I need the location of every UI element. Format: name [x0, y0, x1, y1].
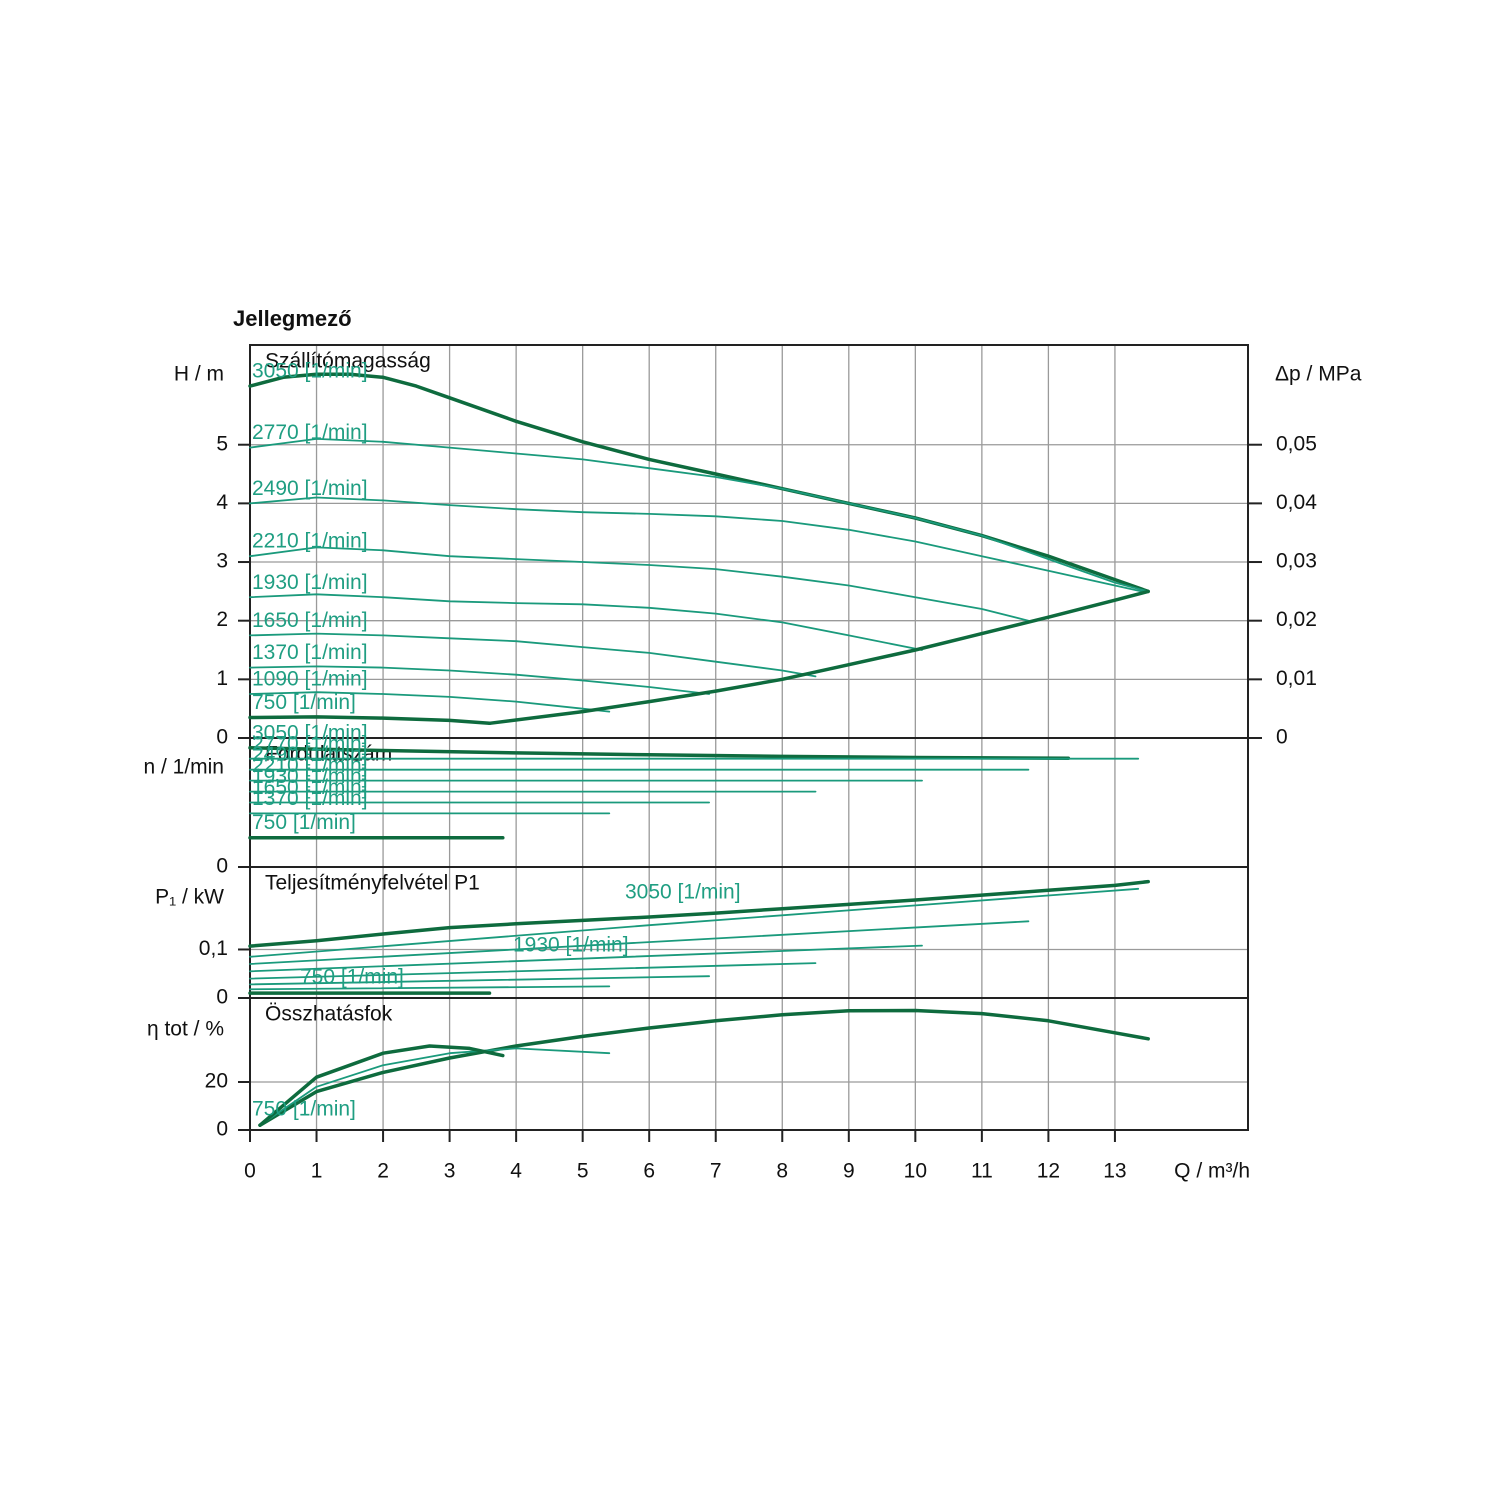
- series-line: [249, 496, 1143, 593]
- series-line: [248, 746, 1071, 761]
- series-label: 1930 [1/min]: [513, 934, 629, 957]
- series-line: [487, 589, 1150, 726]
- x-tick-label: 5: [577, 1160, 589, 1183]
- x-tick-label: 1: [311, 1160, 323, 1183]
- y-tick-label: 4: [216, 491, 228, 514]
- series-label: 750 [1/min]: [300, 966, 404, 989]
- y-tick-label: 3: [216, 550, 228, 573]
- y2-axis-label: Δp / MPa: [1275, 363, 1362, 386]
- panel-title: Szállítómagasság: [265, 350, 431, 373]
- chart-title: Jellegmező: [233, 306, 352, 331]
- series-label: 1090 [1/min]: [252, 668, 368, 691]
- y2-tick-label: 0,03: [1276, 550, 1317, 573]
- series-label: 1650 [1/min]: [252, 776, 368, 799]
- series-line: [258, 1044, 505, 1127]
- x-tick-label: 12: [1037, 1160, 1060, 1183]
- series-line: [249, 546, 1030, 622]
- x-tick-label: 7: [710, 1160, 722, 1183]
- series-label: 3050 [1/min]: [252, 360, 368, 383]
- y2-tick-label: 0,02: [1276, 608, 1317, 631]
- y-tick-label: 0: [216, 1118, 228, 1141]
- y-axis-label: P₁ / kW: [155, 886, 224, 909]
- series-line: [248, 715, 492, 726]
- series-line: [258, 1008, 1150, 1127]
- x-tick-label: 9: [843, 1160, 855, 1183]
- x-tick-label: 8: [776, 1160, 788, 1183]
- x-tick-label: 4: [510, 1160, 522, 1183]
- series-label: 1370 [1/min]: [252, 641, 368, 664]
- series-line: [249, 632, 817, 678]
- series-label: 2210 [1/min]: [252, 754, 368, 777]
- x-tick-label: 6: [643, 1160, 655, 1183]
- y-axis-label: H / m: [174, 363, 224, 386]
- x-tick-label: 11: [971, 1160, 993, 1183]
- series-line: [249, 985, 611, 991]
- y-tick-label: 1: [216, 667, 228, 690]
- series-label: 1370 [1/min]: [252, 787, 368, 810]
- x-tick-label: 0: [244, 1160, 256, 1183]
- x-axis-label: Q / m³/h: [1174, 1160, 1250, 1183]
- panel-title: Teljesítményfelvétel P1: [265, 872, 480, 895]
- series-line: [249, 920, 1030, 965]
- series-label: 750 [1/min]: [252, 1098, 356, 1121]
- series-line: [259, 1047, 611, 1127]
- y-tick-label: 0: [216, 855, 228, 878]
- series-label: 1930 [1/min]: [252, 765, 368, 788]
- series-label: 2490 [1/min]: [252, 743, 368, 766]
- series-line: [249, 691, 611, 713]
- series-label: 3050 [1/min]: [625, 881, 741, 904]
- y-tick-label: 0: [216, 726, 228, 749]
- y-axis-label: n / 1/min: [143, 756, 224, 779]
- y-axis-label: η tot / %: [147, 1018, 224, 1041]
- y-tick-label: 5: [216, 432, 228, 455]
- x-tick-label: 2: [377, 1160, 389, 1183]
- series-line: [249, 962, 817, 980]
- series-line: [249, 593, 923, 651]
- x-tick-label: 3: [444, 1160, 456, 1183]
- panel-title: Összhatásfok: [265, 1003, 393, 1026]
- series-label: 750 [1/min]: [252, 691, 356, 714]
- y2-tick-label: 0: [1276, 726, 1288, 749]
- series-label: 1650 [1/min]: [252, 609, 368, 632]
- y2-tick-label: 0,05: [1276, 432, 1317, 455]
- series-line: [249, 944, 923, 973]
- series-line: [248, 879, 1150, 948]
- y-tick-label: 20: [205, 1070, 228, 1093]
- series-line: [249, 665, 710, 695]
- y2-tick-label: 0,01: [1276, 667, 1317, 690]
- series-label: 750 [1/min]: [252, 811, 356, 834]
- y-tick-label: 0,1: [199, 937, 228, 960]
- y2-tick-label: 0,04: [1276, 491, 1317, 514]
- series-label: 2770 [1/min]: [252, 732, 368, 755]
- series-label: 1930 [1/min]: [252, 571, 368, 594]
- x-tick-label: 10: [904, 1160, 927, 1183]
- y-tick-label: 2: [216, 608, 228, 631]
- series-line: [249, 975, 710, 986]
- series-label: 2210 [1/min]: [252, 530, 368, 553]
- series-label: 3050 [1/min]: [252, 721, 368, 744]
- series-line: [249, 887, 1140, 958]
- series-line: [249, 438, 1150, 593]
- series-label: 2770 [1/min]: [252, 421, 368, 444]
- panel-frame: [249, 997, 1249, 1131]
- y-tick-label: 0: [216, 986, 228, 1009]
- series-label: 2490 [1/min]: [252, 477, 368, 500]
- x-tick-label: 13: [1103, 1160, 1126, 1183]
